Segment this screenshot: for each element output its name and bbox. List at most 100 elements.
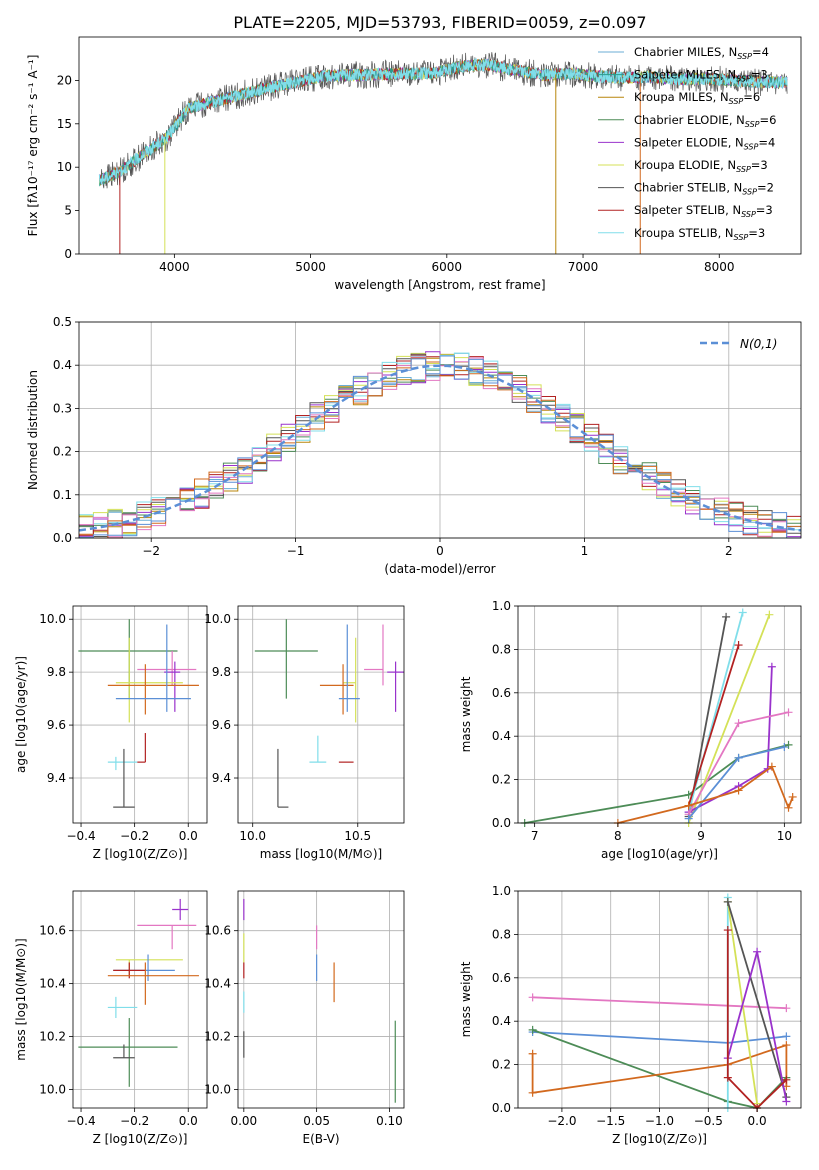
- weight-series-line: [726, 930, 788, 1110]
- x-tick-label: −1.0: [645, 1114, 674, 1128]
- x-axis-label: Z [log10(Z/Z⊙)]: [93, 847, 188, 861]
- y-axis-label: mass [log10(M/M⊙)]: [14, 938, 28, 1060]
- weight-marker: [734, 786, 743, 795]
- y-tick-label: 10.0: [39, 612, 66, 626]
- x-tick-label: 2: [725, 544, 733, 558]
- chart-spectrum: 4000 5000 6000 7000 8000 0 5 10 15 20 wavelength […: [26, 36, 802, 292]
- weight-marker: [734, 641, 743, 650]
- weight-marker: [780, 743, 789, 752]
- weight-marker: [767, 762, 776, 771]
- axes-frame: [72, 890, 208, 1109]
- y-tick-label: 0: [64, 247, 72, 261]
- x-tick-label: −2: [142, 544, 160, 558]
- y-axis-label: mass weight: [459, 961, 473, 1037]
- x-axis-label: mass [log10(M/M⊙)]: [260, 847, 382, 861]
- legend-label: Chabrier STELIB, NSSP=2: [634, 181, 774, 197]
- legend-label: Chabrier ELODIE, NSSP=6: [634, 113, 776, 129]
- y-tick-label: 0.3: [53, 401, 72, 415]
- y-tick-label: 10.4: [39, 977, 66, 991]
- y-tick-label: 10.0: [39, 1082, 66, 1096]
- weight-marker: [684, 801, 693, 810]
- x-tick-label: 10: [777, 829, 792, 843]
- weight-marker: [528, 1049, 537, 1058]
- y-tick-label: 10.6: [39, 924, 66, 938]
- weight-marker: [684, 814, 693, 823]
- y-tick-label: 0.0: [492, 816, 511, 830]
- y-tick-label: 9.4: [47, 771, 66, 785]
- y-tick-label: 0.2: [53, 445, 72, 459]
- x-axis-label: age [log10(age/yr)]: [601, 847, 718, 861]
- y-axis-label: mass weight: [459, 676, 473, 752]
- x-tick-label: −0.5: [694, 1114, 723, 1128]
- x-tick-label: 1: [581, 544, 589, 558]
- x-tick-label: 8: [614, 829, 622, 843]
- axes-frame: [78, 36, 802, 255]
- plot-area: [98, 52, 788, 254]
- x-tick-label: 10.0: [239, 829, 266, 843]
- legend-label: Kroupa MILES, NSSP=6: [634, 90, 760, 106]
- chart-weight-vs-z: −2.0 −1.5 −1.0 −0.5 0.0 0.0 0.2 0.4 0.6 0.8 1.0 Z […: [459, 884, 802, 1146]
- x-tick-label: −0.2: [120, 1114, 149, 1128]
- figure-title: PLATE=2205, MJD=53793, FIBERID=0059, z=0…: [233, 13, 646, 32]
- x-axis-label: Z [log10(Z/Z⊙)]: [612, 1132, 707, 1146]
- weight-marker: [788, 792, 797, 801]
- weight-marker: [782, 1097, 791, 1106]
- x-tick-label: −1.5: [596, 1114, 625, 1128]
- x-tick-label: −0.2: [120, 829, 149, 843]
- weight-marker: [734, 753, 743, 762]
- axes-frame: [517, 890, 802, 1109]
- weight-marker: [528, 1088, 537, 1097]
- weight-marker: [782, 1041, 791, 1050]
- chart-weight-vs-age: 7 8 9 10 0.0 0.2 0.4 0.6 0.8 1.0 age [log10(age/yr…: [459, 599, 802, 861]
- y-tick-label: 9.4: [212, 771, 231, 785]
- plot-area: [528, 893, 791, 1112]
- weight-series-line: [617, 765, 794, 824]
- plot-area: [78, 619, 199, 808]
- legend-label: Salpeter STELIB, NSSP=3: [634, 203, 773, 219]
- y-tick-label: 5: [64, 204, 72, 218]
- weight-marker: [782, 1032, 791, 1041]
- chart-age-vs-mass: 10.0 10.5 9.4 9.6 9.8 10.0 mass [log10(M/M⊙)]: [204, 605, 405, 861]
- y-tick-label: 15: [57, 117, 72, 131]
- legend-label: Kroupa ELODIE, NSSP=3: [634, 158, 768, 174]
- weight-series-line: [726, 901, 788, 1098]
- axes-frame: [517, 605, 802, 824]
- axes-frame: [237, 890, 405, 1109]
- x-tick-label: 9: [697, 829, 705, 843]
- histogram-step: [79, 353, 801, 539]
- weight-marker: [723, 1073, 732, 1082]
- x-tick-label: 5000: [295, 260, 326, 274]
- weight-marker: [767, 662, 776, 671]
- y-axis-label: age [log10(age/yr)]: [14, 656, 28, 773]
- legend-label: Chabrier MILES, NSSP=4: [634, 45, 769, 61]
- x-tick-label: 10.5: [344, 829, 371, 843]
- chart-residuals: −2 −1 0 1 2 0.0 0.1 0.2 0.3 0.4 0.5 (data-model)/er…: [26, 315, 802, 576]
- y-tick-label: 1.0: [492, 884, 511, 898]
- y-tick-label: 0.2: [492, 1058, 511, 1072]
- y-tick-label: 10.4: [204, 977, 231, 991]
- axes-frame: [72, 605, 208, 824]
- y-tick-label: 1.0: [492, 599, 511, 613]
- plot-area: [78, 351, 802, 539]
- y-tick-label: 0.8: [492, 927, 511, 941]
- spectrum-line-kroupa-stelib: [98, 57, 788, 185]
- weight-marker: [723, 897, 732, 906]
- weight-marker: [782, 1004, 791, 1013]
- chart-age-vs-z: −0.4 −0.2 0.0 9.4 9.6 9.8 10.0 Z [log10(Z/Z⊙)] a…: [14, 605, 208, 861]
- weight-marker: [723, 926, 732, 935]
- y-tick-label: 10.2: [39, 1030, 66, 1044]
- axes-frame: [78, 321, 802, 539]
- y-tick-label: 0.1: [53, 488, 72, 502]
- x-axis-label: wavelength [Angstrom, rest frame]: [334, 278, 545, 292]
- weight-series-line: [687, 711, 789, 815]
- weight-marker: [738, 608, 747, 617]
- spectrum-legend: Chabrier MILES, NSSP=4 Salpeter MILES, NS…: [598, 45, 776, 242]
- weight-series-line: [687, 644, 740, 806]
- y-axis-label: Normed distribution: [26, 370, 40, 490]
- x-tick-label: 0: [436, 544, 444, 558]
- weight-marker: [782, 1075, 791, 1084]
- y-tick-label: 9.6: [212, 718, 231, 732]
- weight-marker: [784, 803, 793, 812]
